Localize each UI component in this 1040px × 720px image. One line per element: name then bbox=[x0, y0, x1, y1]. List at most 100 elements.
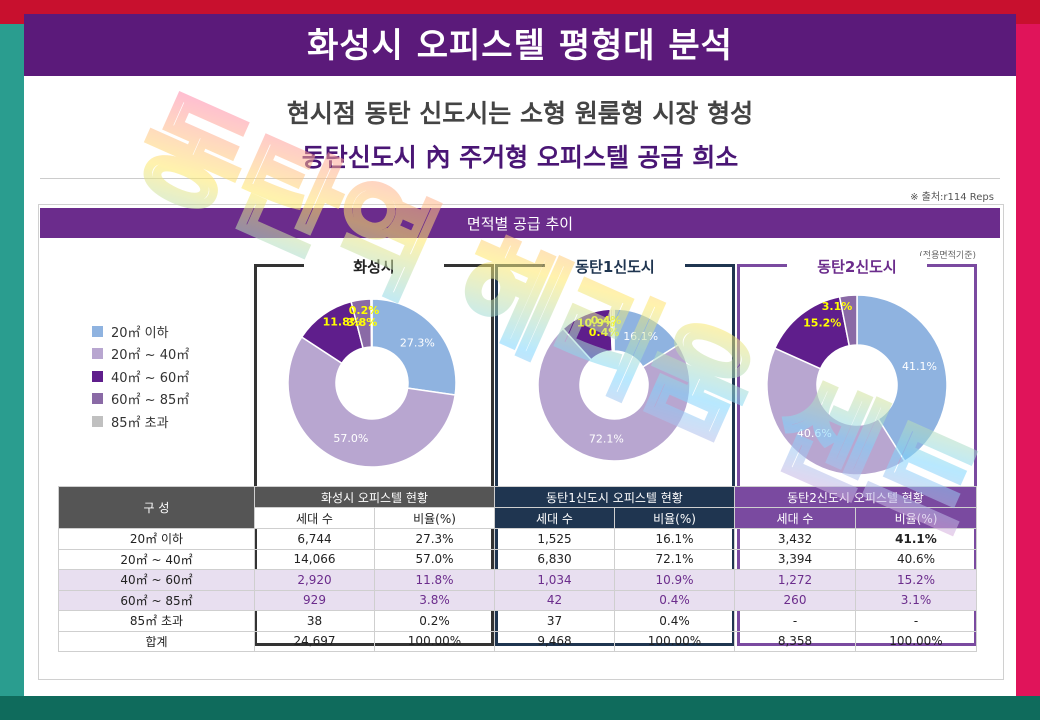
donut-data-label: 27.3% bbox=[400, 337, 435, 350]
table-cell: 57.0% bbox=[374, 548, 495, 570]
donut-data-label: 10.9% bbox=[577, 316, 615, 329]
table-cell: 260 bbox=[734, 589, 856, 611]
table-row-header: 구 성 bbox=[58, 486, 255, 529]
table-cell: 14,066 bbox=[254, 548, 375, 570]
table-subheader: 세대 수 bbox=[734, 507, 856, 529]
legend-label: 60㎡ ~ 85㎡ bbox=[111, 393, 190, 409]
table-row: 합계 24,697 100.00% 9,468 100.00% 8,358 100.00% bbox=[58, 630, 977, 652]
table-cell: 0.2% bbox=[374, 610, 495, 632]
table-cell: 1,525 bbox=[494, 528, 615, 550]
donut-segment bbox=[838, 294, 858, 347]
donut-data-label: 0.2% bbox=[349, 304, 380, 317]
table-cell: 1,272 bbox=[734, 569, 856, 591]
donut-data-label: 3.8% bbox=[347, 316, 378, 329]
table-group-dongtan2: 동탄2신도시 오피스텔 현황 bbox=[734, 486, 977, 508]
table-cell: 15.2% bbox=[855, 569, 977, 591]
table-cell: 6,744 bbox=[254, 528, 375, 550]
table-cell: 72.1% bbox=[614, 548, 735, 570]
table-cell: 16.1% bbox=[614, 528, 735, 550]
table-row-label: 20㎡ 이하 bbox=[58, 528, 255, 550]
table-group-dongtan1: 동탄1신도시 오피스텔 현황 bbox=[494, 486, 735, 508]
table-cell: 1,034 bbox=[494, 569, 615, 591]
donut-segment bbox=[537, 327, 691, 462]
legend-item: 40㎡ ~ 60㎡ bbox=[92, 365, 189, 388]
table-row-label: 40㎡ ~ 60㎡ bbox=[58, 569, 255, 591]
donut-data-label: 0.4% bbox=[591, 314, 622, 327]
table-cell: 38 bbox=[254, 610, 375, 632]
table-cell: 100.00% bbox=[374, 630, 495, 652]
panel-title: 면적별 공급 추이 bbox=[466, 215, 574, 233]
legend-swatch bbox=[92, 415, 103, 427]
panel-title-bar: 면적별 공급 추이 bbox=[40, 208, 1000, 238]
table-cell: 11.8% bbox=[374, 569, 495, 591]
donut-data-label: 72.1% bbox=[589, 432, 624, 445]
legend-label: 20㎡ ~ 40㎡ bbox=[111, 348, 190, 364]
table-cell: 6,830 bbox=[494, 548, 615, 570]
legend-swatch bbox=[92, 348, 103, 360]
table-cell: 8,358 bbox=[734, 630, 856, 652]
table-cell: 929 bbox=[254, 589, 375, 611]
donut-data-label: 16.1% bbox=[623, 330, 658, 343]
table-subheader: 비율(%) bbox=[614, 507, 735, 529]
table-cell: 0.4% bbox=[614, 589, 735, 611]
table-cell: 2,920 bbox=[254, 569, 375, 591]
table-row: 20㎡ 이하 6,744 27.3% 1,525 16.1% 3,432 41.1% bbox=[58, 528, 977, 550]
frame-bottom bbox=[0, 696, 1040, 720]
table-subheader: 비율(%) bbox=[855, 507, 977, 529]
table-cell: - bbox=[855, 610, 977, 632]
donut-data-label: 3.1% bbox=[822, 300, 853, 313]
page-title: 화성시 오피스텔 평형대 분석 bbox=[307, 26, 733, 66]
table-cell: 41.1% bbox=[855, 528, 977, 550]
table-cell: 3,432 bbox=[734, 528, 856, 550]
area-basis-note: (전용면적기준) bbox=[919, 251, 976, 261]
divider bbox=[40, 178, 1000, 179]
donut-data-label: 15.2% bbox=[803, 316, 841, 329]
table-cell: 10.9% bbox=[614, 569, 735, 591]
table-cell: 3.8% bbox=[374, 589, 495, 611]
table-cell: 100.00% bbox=[614, 630, 735, 652]
legend-label: 20㎡ 이하 bbox=[111, 325, 169, 341]
donut-data-label: 57.0% bbox=[333, 432, 368, 445]
table-cell: 3,394 bbox=[734, 548, 856, 570]
table-cell: 40.6% bbox=[855, 548, 977, 570]
table-subheader: 세대 수 bbox=[254, 507, 375, 529]
table-subheader: 세대 수 bbox=[494, 507, 615, 529]
table-cell: - bbox=[734, 610, 856, 632]
table-cell: 42 bbox=[494, 589, 615, 611]
legend-label: 85㎡ 초과 bbox=[111, 415, 169, 431]
source-note: ※ 출처:r114 Reps bbox=[910, 192, 994, 203]
table-cell: 9,468 bbox=[494, 630, 615, 652]
table-cell: 100.00% bbox=[855, 630, 977, 652]
table-row: 85㎡ 초과 38 0.2% 37 0.4% - - bbox=[58, 610, 977, 632]
legend-item: 85㎡ 초과 bbox=[92, 410, 189, 433]
table-subheader: 비율(%) bbox=[374, 507, 495, 529]
donut-segment bbox=[370, 298, 373, 348]
table-group-hwaseong: 화성시 오피스텔 현황 bbox=[254, 486, 495, 508]
subtitle-primary: 현시점 동탄 신도시는 소형 원룸형 시장 형성 bbox=[286, 99, 754, 128]
donut-segment bbox=[766, 347, 906, 476]
donut-segment bbox=[611, 308, 615, 352]
donut-data-label: 40.6% bbox=[797, 427, 832, 440]
subtitle-secondary: 동탄신도시 內 주거형 오피스텔 공급 희소 bbox=[301, 143, 739, 172]
legend-swatch bbox=[92, 325, 103, 337]
legend-swatch bbox=[92, 370, 103, 382]
table-row-label: 60㎡ ~ 85㎡ bbox=[58, 589, 255, 611]
table-row-label: 합계 bbox=[58, 630, 255, 652]
legend-item: 20㎡ 이하 bbox=[92, 320, 189, 343]
table-row: 60㎡ ~ 85㎡ 929 3.8% 42 0.4% 260 3.1% bbox=[58, 589, 977, 611]
table-cell: 27.3% bbox=[374, 528, 495, 550]
frame-right bbox=[1016, 0, 1040, 720]
table-cell: 37 bbox=[494, 610, 615, 632]
donut-data-label: 0.4% bbox=[589, 326, 620, 339]
header-banner: 화성시 오피스텔 평형대 분석 bbox=[24, 14, 1016, 76]
chart-legend: 20㎡ 이하 20㎡ ~ 40㎡ 40㎡ ~ 60㎡ 60㎡ ~ 85㎡ 85㎡ 초과 bbox=[92, 320, 189, 433]
supply-table: 구 성 화성시 오피스텔 현황 동탄1신도시 오피스텔 현황 동탄2신도시 오피… bbox=[58, 486, 977, 652]
table-row: 40㎡ ~ 60㎡ 2,920 11.8% 1,034 10.9% 1,272 15.2% bbox=[58, 569, 977, 591]
table-cell: 24,697 bbox=[254, 630, 375, 652]
table-row: 20㎡ ~ 40㎡ 14,066 57.0% 6,830 72.1% 3,394 40.6% bbox=[58, 548, 977, 570]
table-cell: 3.1% bbox=[855, 589, 977, 611]
chart-title-hwaseong: 화성시 bbox=[304, 256, 444, 277]
legend-item: 20㎡ ~ 40㎡ bbox=[92, 343, 189, 366]
table-row-label: 20㎡ ~ 40㎡ bbox=[58, 548, 255, 570]
chart-title-dongtan2: 동탄2신도시 bbox=[787, 256, 927, 277]
